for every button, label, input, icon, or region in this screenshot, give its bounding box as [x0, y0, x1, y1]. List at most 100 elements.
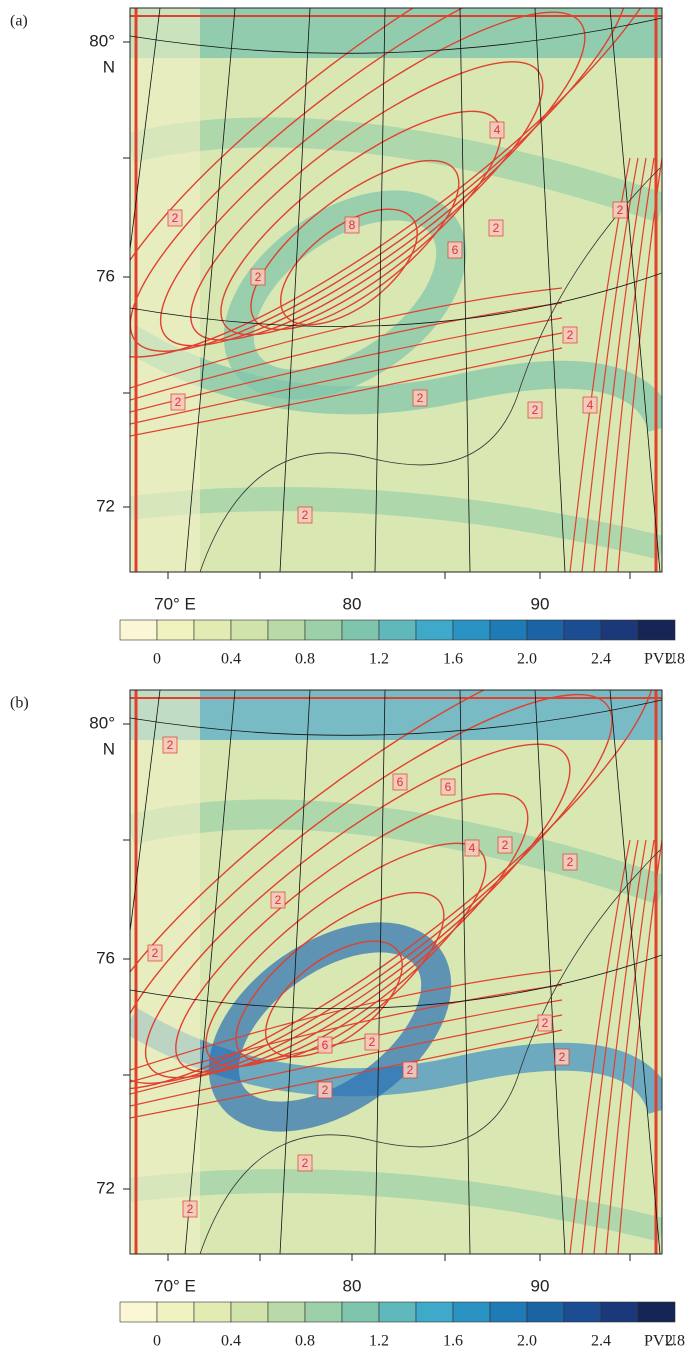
colorbar-swatch: [193, 619, 232, 641]
meridian: [609, 690, 661, 1254]
contour-label: 4: [469, 841, 476, 855]
meridian: [374, 690, 386, 1254]
colorbar-swatch: [637, 1301, 676, 1323]
map-frame: [129, 689, 663, 1255]
contour-label-box: [447, 241, 463, 259]
meridian: [374, 8, 386, 572]
contour-line: [593, 157, 647, 572]
contour-label-box: [147, 944, 163, 962]
contour-label: 2: [502, 838, 509, 852]
lon-label: 80: [343, 1276, 362, 1295]
parallel: [130, 954, 662, 1009]
meridian: [279, 690, 311, 1254]
contour-label-box: [582, 396, 598, 414]
colorbar-swatch: [378, 619, 417, 641]
contour-label: 2: [559, 1050, 566, 1064]
colorbar-tick-label: 2.8: [665, 651, 685, 668]
contour-label: 2: [407, 1063, 414, 1077]
colorbar-swatch: [156, 1301, 195, 1323]
meridian: [184, 8, 236, 572]
contour-line: [130, 1014, 563, 1107]
contour-label-box: [317, 1036, 333, 1054]
colorbar-swatch: [230, 1301, 269, 1323]
contour-line: [159, 11, 586, 347]
pv-band: [130, 325, 662, 433]
colorbar-tick-label: 0: [153, 1333, 161, 1350]
contour-label: 6: [322, 1038, 329, 1052]
contour-line: [130, 1029, 563, 1119]
contour-label-box: [464, 839, 480, 857]
contour-label: 2: [275, 893, 282, 907]
lon-label: 70° E: [154, 1276, 196, 1295]
lon-label: 70° E: [154, 594, 196, 613]
contour-label: 2: [187, 1202, 194, 1216]
lat-label: 76: [96, 948, 115, 967]
contour-label: 2: [542, 1016, 549, 1030]
colorbar-tick-label: 0.4: [221, 1333, 241, 1350]
contour-label: 2: [167, 738, 174, 752]
contour-label: 2: [493, 221, 500, 235]
coastline: [199, 167, 661, 572]
colorbar-unit: PVU: [644, 1333, 676, 1350]
colorbar-tick-label: 0.8: [295, 651, 315, 668]
contour-label-box: [182, 1200, 198, 1218]
contour-label: 2: [172, 211, 179, 225]
contour-label: 2: [322, 1083, 329, 1097]
contour-label: 2: [152, 946, 159, 960]
contour-label-box: [537, 1014, 553, 1032]
pv-band: [130, 8, 200, 572]
contour-label-box: [527, 401, 543, 419]
colorbar-swatch: [415, 1301, 454, 1323]
contour-label-box: [412, 389, 428, 407]
lon-label: 90: [531, 1276, 550, 1295]
colorbar-swatch: [378, 1301, 417, 1323]
parallel: [130, 272, 662, 327]
contour-label: 2: [255, 270, 262, 284]
colorbar-tick-label: 1.2: [369, 651, 389, 668]
contour-label-box: [344, 216, 360, 234]
lat-label: 80°: [89, 31, 115, 50]
map-panel: 2 2 8 6 2 4 2 2 2 2 4 2 2 (a) 80° N 76 72 70° E 80 90 0 0.4 0.8…: [10, 7, 685, 668]
lat-label: N: [103, 57, 115, 76]
contour-label: 2: [567, 855, 574, 869]
colorbar-tick-label: 1.2: [369, 1333, 389, 1350]
contour-line: [581, 839, 639, 1254]
contour-line: [175, 793, 529, 1073]
map-panel: 2 6 6 4 2 2 2 2 6 2 2 2 2 2 2 2 (b) 80° N 76 72 70° E 80 90 0 0.4…: [10, 689, 685, 1350]
contour-label-box: [270, 891, 286, 909]
contour-line: [130, 984, 563, 1083]
colorbar-swatch: [452, 1301, 491, 1323]
contour-line: [593, 839, 647, 1254]
contour-line: [605, 157, 655, 572]
contour-label: 2: [417, 391, 424, 405]
colorbar-swatch: [119, 1301, 158, 1323]
contour-label-box: [497, 836, 513, 854]
contour-label: 2: [567, 328, 574, 342]
contour-line: [569, 839, 631, 1254]
colorbar-swatch: [489, 1301, 528, 1323]
map-layer: [130, 690, 662, 1254]
colorbar-tick-label: 2.0: [517, 1333, 537, 1350]
contour-line: [130, 332, 563, 425]
colorbar-tick-label: 2.8: [665, 1333, 685, 1350]
colorbar-swatch: [637, 619, 676, 641]
contour-line: [130, 690, 655, 1090]
contour-label-box: [489, 121, 505, 139]
colorbar-swatch: [267, 619, 306, 641]
pv-band: [130, 690, 200, 1254]
contour-label-box: [392, 773, 408, 791]
contour-label: 2: [532, 403, 539, 417]
contour-line: [130, 969, 563, 1071]
colorbar-tick-label: 0: [153, 651, 161, 668]
panel-label: (a): [10, 13, 28, 30]
colorbar-tick-label: 1.6: [443, 1333, 463, 1350]
coastline: [199, 849, 661, 1254]
colorbar-swatch: [341, 1301, 380, 1323]
contour-line: [144, 743, 571, 1079]
colorbar-swatch: [156, 619, 195, 641]
colorbar-tick-label: 2.4: [591, 1333, 611, 1350]
lat-label: 76: [96, 266, 115, 285]
lon-label: 80: [343, 594, 362, 613]
pv-band: [130, 487, 662, 560]
